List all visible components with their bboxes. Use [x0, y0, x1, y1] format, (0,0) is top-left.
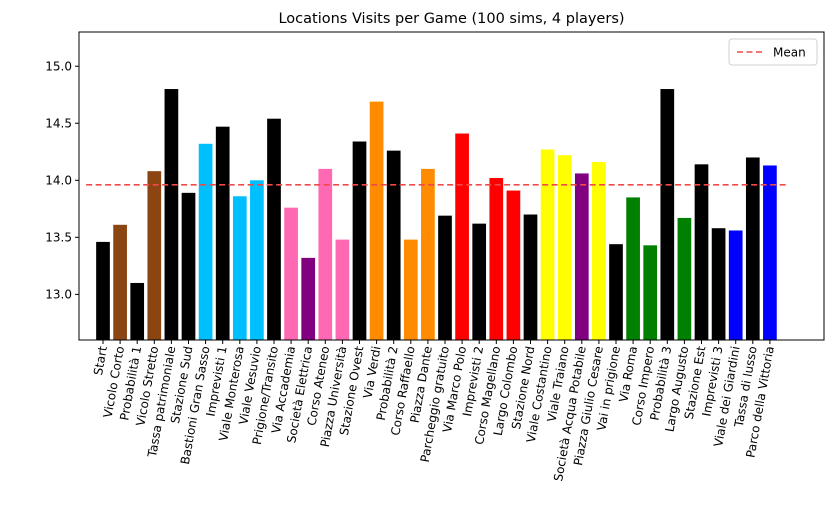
bar: [592, 162, 606, 340]
bar: [438, 215, 452, 340]
bar: [113, 224, 127, 340]
bar: [711, 228, 726, 340]
legend-box: [728, 38, 818, 66]
plot-frame: [78, 31, 825, 341]
y-tick-label: 15.0: [45, 59, 72, 73]
bar: [643, 245, 658, 340]
bar: [540, 149, 555, 340]
bar: [181, 192, 196, 340]
bar: [677, 217, 692, 340]
bar: [215, 126, 230, 341]
bar: [626, 197, 640, 340]
chart-title: Locations Visits per Game (100 sims, 4 p…: [278, 11, 624, 27]
bar: [284, 207, 298, 340]
bar: [694, 164, 709, 340]
bar: [198, 143, 213, 340]
bar: [472, 223, 487, 340]
bar: [352, 141, 367, 340]
y-tick-label: 13.0: [45, 288, 72, 302]
bar: [745, 157, 760, 340]
legend: Mean: [728, 38, 818, 66]
y-tick-label: 13.5: [45, 231, 72, 245]
bar: [267, 118, 281, 340]
bar: [386, 150, 401, 340]
bars-layer: [96, 89, 777, 341]
bar: [660, 89, 675, 340]
legend-label: Mean: [773, 46, 806, 60]
bar: [130, 282, 145, 340]
bar: [455, 133, 469, 340]
bar: [318, 168, 333, 340]
bar: [763, 165, 777, 340]
bar: [489, 178, 504, 340]
bar: [232, 196, 247, 340]
y-tick-label: 14.5: [45, 116, 72, 130]
bar: [557, 155, 572, 340]
bar: [403, 239, 418, 340]
bar: [574, 173, 589, 340]
bar: [96, 241, 110, 340]
x-tick-label: Start: [91, 345, 110, 377]
bar: [728, 230, 743, 340]
bar: [506, 190, 521, 340]
bar: [301, 257, 316, 340]
bar: [523, 214, 538, 340]
y-tick-label: 14.0: [45, 173, 72, 187]
bar: [164, 89, 179, 340]
bar: [335, 239, 350, 340]
bar: [250, 180, 264, 340]
bar: [147, 171, 162, 340]
bar: [609, 244, 623, 340]
bar: [421, 168, 435, 340]
bar: [369, 101, 384, 340]
